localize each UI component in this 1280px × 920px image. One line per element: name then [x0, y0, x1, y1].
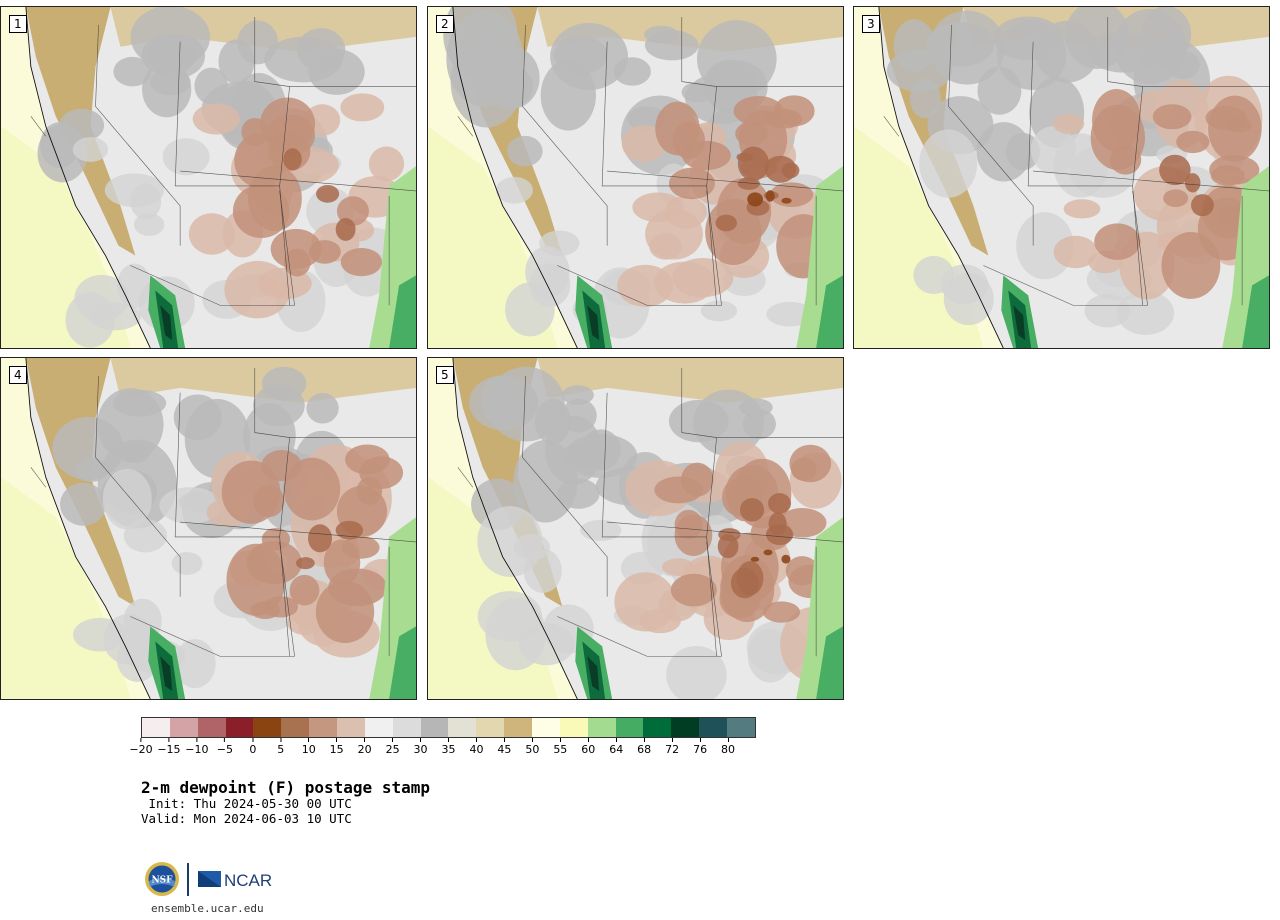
colorbar-tick-label: 40: [469, 738, 483, 755]
site-url: ensemble.ucar.edu: [151, 902, 264, 915]
colorbar-tick-label: 20: [358, 738, 372, 755]
colorbar-swatch: [671, 718, 700, 737]
colorbar-swatch: [615, 718, 644, 737]
colorbar-tick-label: 35: [442, 738, 456, 755]
colorbar-swatch: [559, 718, 588, 737]
colorbar-tick-label: 50: [525, 738, 539, 755]
member-1-field: [1, 7, 416, 348]
colorbar-swatch: [309, 718, 338, 737]
member-2-map: 2: [427, 6, 844, 349]
colorbar-tick-label: 0: [249, 738, 256, 755]
colorbar-swatch: [197, 718, 226, 737]
colorbar-swatch: [476, 718, 505, 737]
colorbar-swatch: [392, 718, 421, 737]
member-4-label: 4: [9, 366, 27, 384]
member-3-label: 3: [862, 15, 880, 33]
colorbar-swatch: [169, 718, 198, 737]
member-2-field: [428, 7, 843, 348]
colorbar-swatch: [364, 718, 393, 737]
colorbar-tick-label: −15: [157, 738, 180, 755]
colorbar-ticks: −20 −15 −10 −5 0 5 10 15 20 25 30 35 40 45 50 55 60 64 68 7…: [129, 738, 756, 760]
colorbar-tick-label: 80: [721, 738, 735, 755]
colorbar-tick-label: 45: [497, 738, 511, 755]
colorbar-tick-label: 64: [609, 738, 623, 755]
colorbar-tick-label: 55: [553, 738, 567, 755]
svg-text:NSF: NSF: [151, 876, 173, 886]
member-1-map: 1: [0, 6, 417, 349]
colorbar-swatch: [643, 718, 672, 737]
valid-time: Valid: Mon 2024-06-03 10 UTC: [141, 811, 352, 826]
colorbar-tick-label: −5: [217, 738, 233, 755]
logo-block: NSF NCAR: [144, 860, 284, 920]
init-time: Init: Thu 2024-05-30 00 UTC: [141, 796, 352, 811]
colorbar-tick-label: 10: [302, 738, 316, 755]
colorbar-tick-label: 76: [693, 738, 707, 755]
member-5-label: 5: [436, 366, 454, 384]
colorbar-swatch: [253, 718, 282, 737]
colorbar-tick-label: 25: [386, 738, 400, 755]
colorbar-tick-label: 5: [277, 738, 284, 755]
colorbar-tick-label: 30: [414, 738, 428, 755]
colorbar-swatch: [504, 718, 533, 737]
colorbar-tick-label: −20: [129, 738, 152, 755]
colorbar-swatch: [587, 718, 616, 737]
product-title: 2-m dewpoint (F) postage stamp: [141, 778, 430, 797]
colorbar-swatch: [142, 718, 170, 737]
member-3-field: [854, 7, 1269, 348]
colorbar-tick-label: 15: [330, 738, 344, 755]
member-3-map: 3: [853, 6, 1270, 349]
member-5-field: [428, 358, 843, 699]
colorbar: [141, 717, 756, 738]
member-2-label: 2: [436, 15, 454, 33]
colorbar-swatch: [337, 718, 365, 737]
member-4-field: [1, 358, 416, 699]
member-5-map: 5: [427, 357, 844, 700]
colorbar-swatch: [532, 718, 560, 737]
colorbar-tick-label: 60: [581, 738, 595, 755]
colorbar-swatch: [225, 718, 254, 737]
member-4-map: 4: [0, 357, 417, 700]
member-1-label: 1: [9, 15, 27, 33]
colorbar-swatch: [420, 718, 449, 737]
colorbar-swatch: [281, 718, 310, 737]
colorbar-swatch: [699, 718, 728, 737]
colorbar-swatch: [448, 718, 477, 737]
logo-divider: [187, 863, 189, 896]
ncar-logo-icon: NCAR: [198, 871, 272, 890]
nsf-logo-icon: NSF: [145, 862, 179, 896]
svg-text:NCAR: NCAR: [224, 871, 272, 890]
colorbar-tick-label: −10: [185, 738, 208, 755]
colorbar-tick-label: 68: [637, 738, 651, 755]
colorbar-swatch: [727, 718, 755, 737]
colorbar-tick-label: 72: [665, 738, 679, 755]
